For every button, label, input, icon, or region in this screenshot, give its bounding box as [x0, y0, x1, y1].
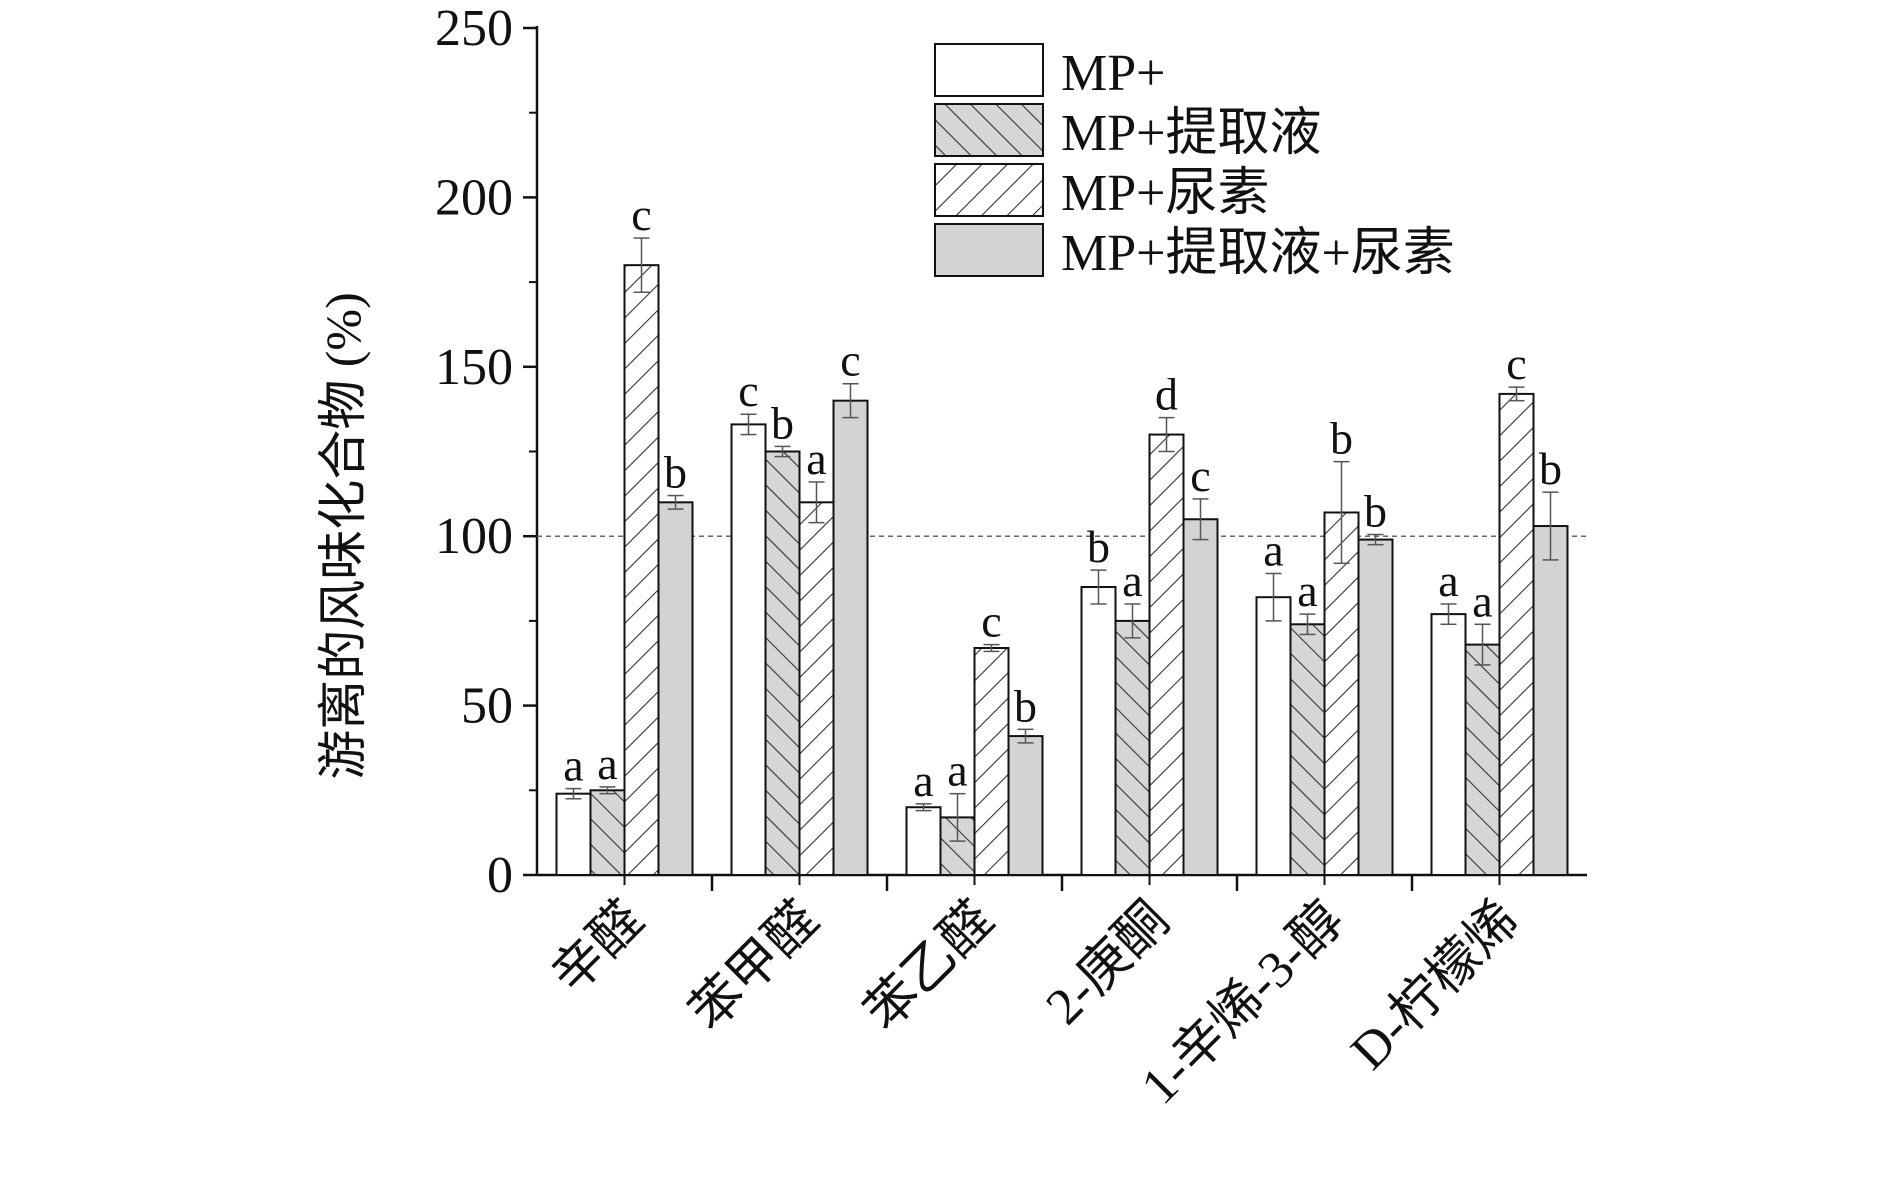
- bar: [1532, 525, 1569, 876]
- legend-label: MP+: [1061, 45, 1165, 102]
- bar: [1323, 511, 1360, 876]
- significance-label: a: [1438, 555, 1458, 606]
- significance-label: c: [738, 365, 758, 416]
- bar: [1498, 392, 1535, 876]
- bar: [832, 399, 869, 876]
- bar: [1357, 538, 1394, 876]
- legend-label: MP+提取液: [1061, 105, 1321, 162]
- bar: [1080, 586, 1117, 877]
- x-tick-label: 辛醛: [541, 891, 655, 1005]
- significance-label: a: [1122, 555, 1142, 606]
- significance-label: c: [981, 596, 1001, 647]
- bar: [973, 647, 1010, 877]
- significance-label: a: [1297, 565, 1317, 616]
- bar: [1182, 518, 1219, 876]
- significance-label: c: [1190, 450, 1210, 501]
- significance-label: c: [631, 189, 651, 240]
- axes: 0 50 100 150 200 250: [435, 0, 1587, 904]
- y-axis-title: 游离的风味化合物 (%): [315, 292, 371, 779]
- bar: [589, 789, 626, 876]
- bar: [1148, 433, 1185, 876]
- bar: [905, 806, 942, 876]
- bar: [1289, 623, 1326, 877]
- significance-label: a: [913, 755, 933, 806]
- y-tick-label: 150: [435, 339, 513, 396]
- significance-label: c: [840, 335, 860, 386]
- legend-label: MP+尿素: [1061, 165, 1269, 222]
- legend-swatch: [934, 103, 1044, 157]
- bar: [1007, 735, 1044, 876]
- legend-swatch: [934, 163, 1044, 217]
- legend-label: MP+提取液+尿素: [1061, 225, 1455, 282]
- bar: [1114, 619, 1151, 877]
- bar: [555, 792, 592, 876]
- y-tick-label: 200: [435, 169, 513, 226]
- legend-swatch: [934, 223, 1044, 277]
- bar: [730, 423, 767, 876]
- bar: [1255, 596, 1292, 877]
- significance-label: a: [1472, 575, 1492, 626]
- significance-label: c: [1506, 338, 1526, 389]
- bar: [1430, 613, 1467, 877]
- bars-layer: [555, 237, 1569, 877]
- x-tick-label: 苯甲醛: [679, 891, 830, 1042]
- significance-label: a: [563, 740, 583, 791]
- x-tick-label: D-柠檬烯: [1341, 891, 1530, 1080]
- bar: [623, 264, 660, 877]
- significance-label: a: [806, 433, 826, 484]
- y-tick-label: 100: [435, 508, 513, 565]
- significance-label: a: [947, 745, 967, 796]
- significance-label: b: [1330, 413, 1353, 464]
- significance-label: b: [664, 447, 687, 498]
- significance-label: b: [1539, 443, 1562, 494]
- significance-label: a: [1263, 524, 1283, 575]
- y-tick-label: 50: [461, 678, 513, 735]
- y-tick-label: 0: [487, 847, 513, 904]
- significance-label: a: [597, 738, 617, 789]
- bar: [764, 450, 801, 876]
- significance-label: b: [1014, 680, 1037, 731]
- x-tick-label: 2-庚酮: [1036, 891, 1180, 1035]
- y-tick-label: 250: [435, 0, 513, 57]
- significance-label: b: [771, 397, 794, 448]
- legend-swatch: [934, 43, 1044, 97]
- bar: [657, 501, 694, 876]
- significance-label: b: [1087, 521, 1110, 572]
- significance-label: d: [1155, 369, 1178, 420]
- bar: [798, 501, 835, 876]
- x-tick-label: 苯乙醛: [854, 891, 1005, 1042]
- significance-label: b: [1364, 486, 1387, 537]
- bar: [1464, 643, 1501, 877]
